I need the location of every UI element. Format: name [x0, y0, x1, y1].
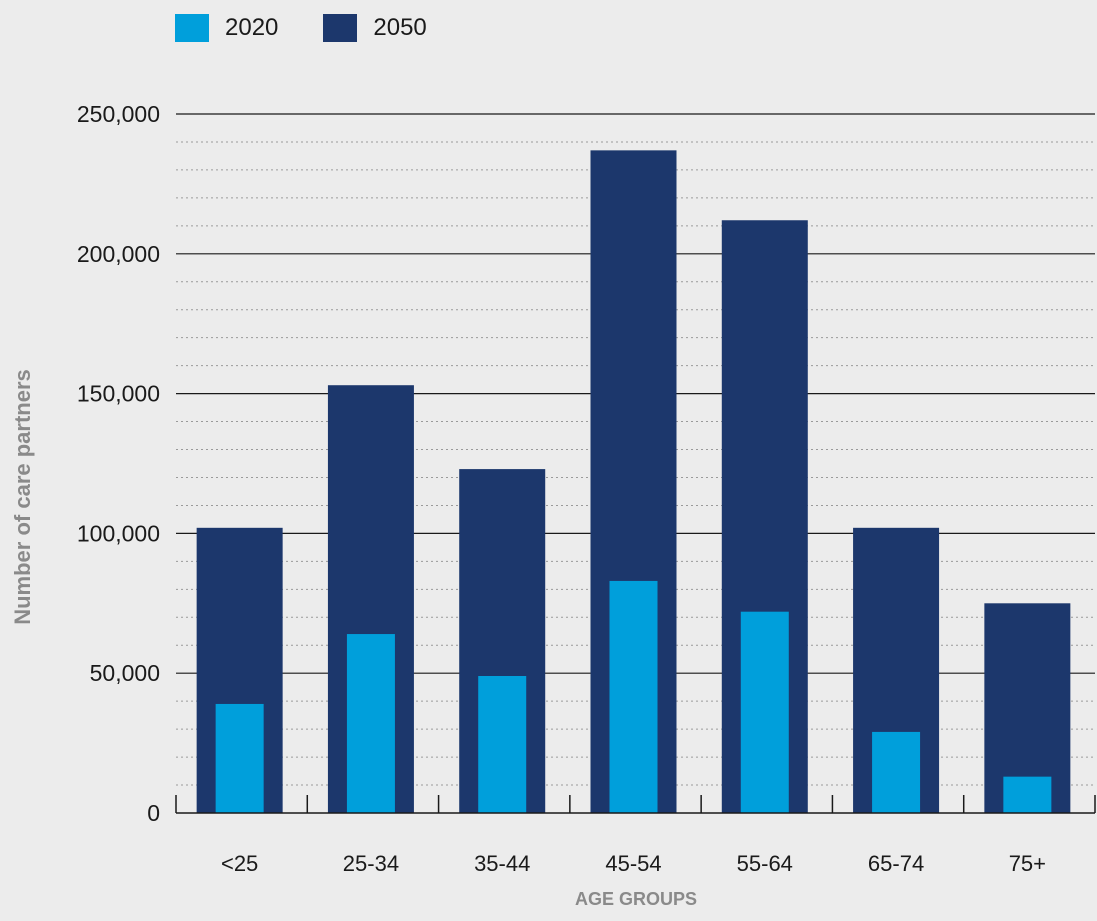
axes: 0 50,000 100,000 150,000 200,000 250,000 <25 25…	[77, 101, 1096, 876]
legend-swatch-2020	[175, 14, 209, 42]
x-tick-label: 55-64	[737, 851, 793, 876]
bar-2020	[215, 703, 264, 813]
legend-item-2050: 2050	[323, 14, 427, 42]
y-tick-label: 50,000	[90, 660, 160, 686]
x-tick-label: 65-74	[868, 851, 924, 876]
y-tick-label: 0	[147, 800, 160, 826]
bars	[196, 150, 1071, 814]
y-tick-label: 250,000	[77, 101, 160, 127]
grid	[176, 113, 1095, 786]
bar-2020	[346, 634, 395, 813]
bar-2020	[1003, 776, 1052, 813]
x-tick-label: 35-44	[474, 851, 530, 876]
bar-2020	[478, 675, 527, 813]
legend-label-2050: 2050	[373, 14, 427, 41]
y-axis-title: Number of care partners	[10, 369, 35, 625]
bar-2020	[609, 580, 658, 813]
x-tick-label: 45-54	[605, 851, 661, 876]
x-axis-title: AGE GROUPS	[575, 889, 697, 909]
x-tick-label: 75+	[1009, 851, 1046, 876]
legend: 2020 2050	[175, 14, 472, 42]
x-tick-label: <25	[221, 851, 258, 876]
bar-2020	[740, 611, 789, 813]
legend-label-2020: 2020	[225, 14, 279, 41]
y-tick-label: 200,000	[77, 241, 160, 267]
legend-item-2020: 2020	[175, 14, 278, 42]
y-tick-label: 100,000	[77, 520, 160, 546]
bar-2020	[872, 731, 921, 813]
y-tick-label: 150,000	[77, 381, 160, 407]
legend-swatch-2050	[323, 14, 358, 42]
x-tick-label: 25-34	[343, 851, 399, 876]
